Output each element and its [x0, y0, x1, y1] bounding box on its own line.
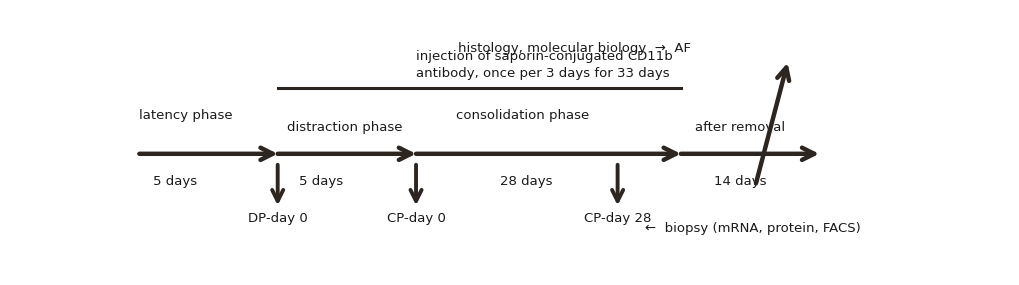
Text: distraction phase: distraction phase [287, 121, 403, 134]
Text: 28 days: 28 days [500, 175, 552, 188]
Text: DP-day 0: DP-day 0 [248, 212, 308, 225]
Text: CP-day 0: CP-day 0 [386, 212, 445, 225]
Text: histology, molecular biology  →  AF: histology, molecular biology → AF [458, 42, 690, 55]
Text: injection of saporin-conjugated CD11b: injection of saporin-conjugated CD11b [416, 50, 673, 63]
Text: CP-day 28: CP-day 28 [583, 212, 651, 225]
Text: after removal: after removal [694, 121, 785, 134]
Text: latency phase: latency phase [140, 109, 232, 122]
Text: consolidation phase: consolidation phase [455, 109, 589, 122]
Text: 5 days: 5 days [153, 175, 197, 188]
Text: antibody, once per 3 days for 33 days: antibody, once per 3 days for 33 days [416, 67, 669, 80]
Text: 14 days: 14 days [713, 175, 765, 188]
Text: ←  biopsy (mRNA, protein, FACS): ← biopsy (mRNA, protein, FACS) [645, 222, 860, 235]
Text: 5 days: 5 days [299, 175, 343, 188]
